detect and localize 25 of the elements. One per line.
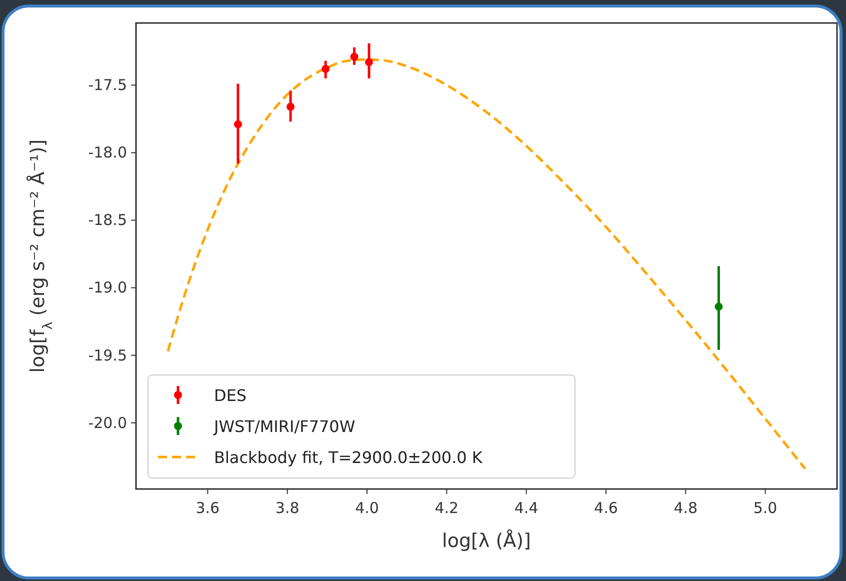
point — [234, 120, 242, 128]
x-tick-label: 3.6 — [196, 499, 220, 517]
y-tick-label: -19.0 — [88, 278, 127, 297]
x-tick-label: 4.4 — [514, 499, 538, 517]
y-tick-label: -18.0 — [88, 144, 127, 162]
x-axis-title: log[λ (Å)] — [442, 529, 531, 552]
x-tick-label: 5.0 — [753, 499, 778, 517]
x-tick-label: 4.8 — [674, 499, 698, 517]
line-series — [166, 58, 806, 470]
point — [322, 64, 330, 73]
y-tick-label: -18.5 — [88, 211, 127, 230]
legend-label: DES — [214, 386, 247, 405]
point — [350, 52, 358, 61]
legend-label: Blackbody fit, T=2900.0±200.0 K — [214, 448, 483, 467]
point — [714, 302, 723, 311]
y-tick-label: -17.5 — [88, 76, 127, 94]
point — [286, 102, 295, 111]
x-tick-label: 4.0 — [355, 499, 379, 517]
x-tick-label: 4.6 — [594, 499, 618, 517]
y-tick-label: -20.0 — [88, 414, 127, 432]
x-tick-label: 4.2 — [434, 499, 459, 517]
y-tick-label: -19.5 — [88, 346, 127, 364]
legend-label: JWST/MIRI/F770W — [213, 417, 356, 436]
point — [365, 58, 374, 66]
x-tick-label: 3.8 — [275, 499, 300, 517]
